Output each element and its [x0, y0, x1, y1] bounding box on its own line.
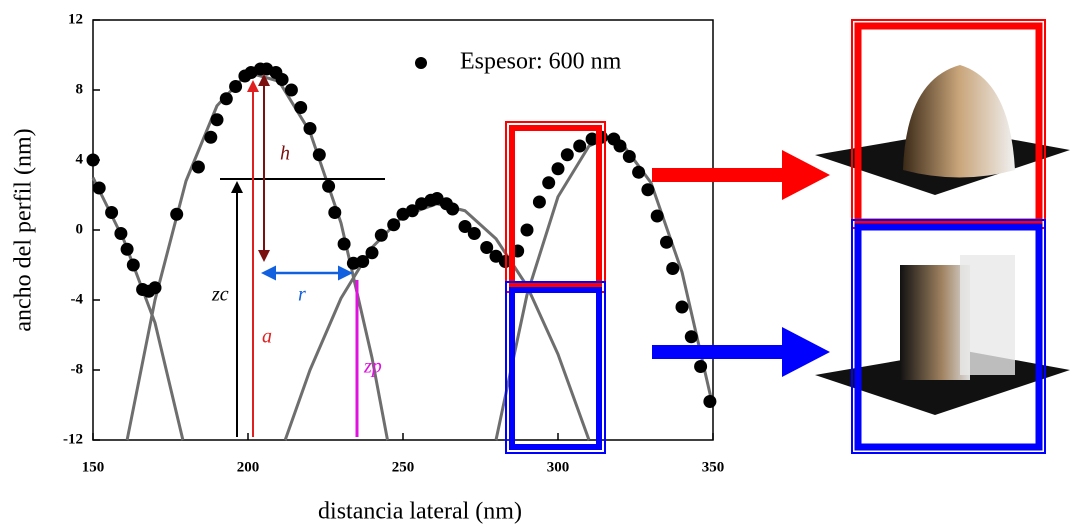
data-point [356, 255, 370, 268]
blue-arrow [652, 327, 830, 377]
pillar [900, 265, 970, 380]
data-point [374, 228, 388, 242]
y-tick-label: -12 [63, 431, 83, 447]
data-point [126, 258, 140, 272]
red-arrow [652, 150, 830, 200]
x-tick-label: 350 [702, 459, 725, 475]
data-point [666, 262, 680, 275]
y-tick-label: 0 [76, 221, 84, 237]
blue-frame [854, 223, 1043, 451]
dome [903, 65, 1015, 178]
data-point [294, 101, 308, 114]
data-point [365, 246, 379, 260]
data-point [560, 148, 574, 162]
data-point [328, 206, 342, 219]
plot-frame [92, 19, 714, 441]
data-point [210, 113, 224, 127]
annotation: a [262, 326, 272, 348]
data-point [114, 227, 128, 240]
data-point [284, 83, 298, 97]
y-tick-label: 8 [76, 81, 84, 97]
legend-marker [415, 57, 427, 69]
annotation: r [298, 284, 306, 306]
data-point [622, 150, 636, 163]
blue-box-outer [505, 281, 606, 454]
y-tick-label: -4 [71, 291, 84, 307]
data-point [650, 209, 664, 223]
data-point [532, 195, 546, 209]
annotation: zp [363, 356, 382, 378]
data-point [694, 360, 708, 373]
data-point [446, 202, 460, 216]
data-point [105, 206, 119, 219]
y-axis-label: ancho del perfil (nm) [11, 128, 37, 331]
data-point [660, 235, 673, 249]
data-point [312, 148, 326, 162]
fit-curve [125, 71, 389, 441]
data-point [322, 179, 336, 193]
data-point [573, 139, 587, 153]
data-point [480, 241, 494, 254]
data-point [170, 207, 184, 221]
blue-frame-outer [851, 219, 1046, 454]
data-point [703, 395, 717, 408]
fit-curve [91, 176, 185, 441]
x-tick-label: 200 [237, 459, 260, 475]
data-point [520, 223, 534, 237]
data-point [613, 139, 627, 153]
x-tick-label: 150 [82, 459, 105, 475]
pillar-ghost [960, 255, 1015, 375]
data-point [458, 220, 472, 233]
data-point [92, 181, 106, 195]
data-point [641, 183, 655, 197]
data-point [275, 73, 289, 86]
legend-label: Espesor: 600 nm [460, 49, 622, 75]
data-point [303, 122, 317, 135]
annotation: h [280, 143, 290, 165]
selection-boxes [505, 121, 830, 454]
data-point [542, 176, 556, 190]
data-point [191, 160, 205, 174]
data-point [148, 281, 162, 295]
red-frame [854, 22, 1043, 226]
data-point [120, 242, 134, 256]
x-tick-label: 300 [547, 459, 570, 475]
data-point [675, 300, 689, 314]
x-tick-label: 250 [392, 459, 415, 475]
red-box [509, 125, 602, 289]
y-tick-label: 12 [68, 11, 83, 27]
data-point [204, 130, 218, 144]
annotation-lines [220, 74, 385, 437]
blue-box [509, 287, 602, 450]
x-axis-label: distancia lateral (nm) [318, 499, 522, 525]
data-point [219, 92, 233, 106]
data-point [632, 165, 646, 179]
annotation: zc [211, 284, 229, 306]
data-point [387, 218, 401, 232]
data-point [551, 162, 565, 176]
data-point [337, 237, 351, 251]
y-tick-label: 4 [76, 151, 84, 167]
data-layer [86, 62, 717, 441]
y-tick-label: -8 [71, 361, 84, 377]
surface-images [815, 19, 1070, 454]
data-point [405, 204, 419, 218]
data-point [467, 227, 481, 240]
data-point [229, 80, 243, 93]
data-point [684, 330, 698, 344]
